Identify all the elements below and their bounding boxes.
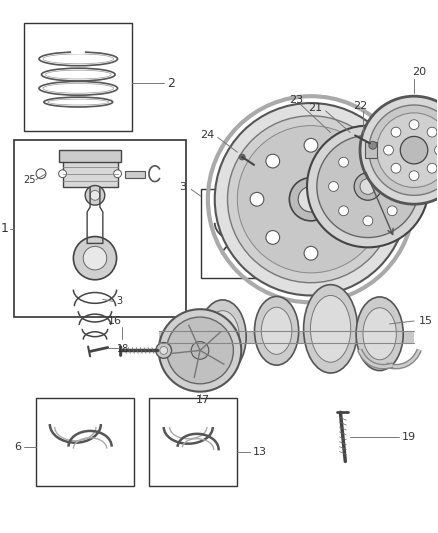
Circle shape — [363, 216, 373, 226]
Text: 17: 17 — [196, 394, 210, 405]
Circle shape — [400, 136, 428, 164]
Circle shape — [427, 163, 437, 173]
Ellipse shape — [206, 311, 239, 362]
Ellipse shape — [356, 297, 403, 370]
Bar — [24, 22, 132, 131]
Circle shape — [391, 163, 401, 173]
Circle shape — [369, 105, 438, 195]
Text: 1: 1 — [1, 222, 9, 235]
Circle shape — [342, 154, 356, 168]
Circle shape — [363, 147, 373, 157]
Circle shape — [409, 171, 419, 181]
Bar — [365, 142, 377, 158]
Bar — [201, 189, 279, 278]
Circle shape — [354, 173, 381, 200]
Bar — [159, 331, 414, 343]
Text: 23: 23 — [289, 95, 303, 105]
Circle shape — [166, 317, 233, 384]
Ellipse shape — [304, 285, 357, 373]
Circle shape — [369, 141, 377, 149]
Circle shape — [387, 157, 397, 167]
Bar — [36, 398, 134, 486]
Text: 25: 25 — [23, 175, 36, 184]
Bar — [59, 150, 121, 162]
Circle shape — [250, 192, 264, 206]
Circle shape — [358, 192, 372, 206]
Text: 18: 18 — [117, 344, 129, 354]
Circle shape — [339, 206, 349, 216]
Bar — [149, 398, 237, 486]
Circle shape — [83, 246, 107, 270]
Ellipse shape — [199, 300, 246, 374]
Circle shape — [74, 237, 117, 280]
Text: 24: 24 — [201, 131, 215, 140]
Circle shape — [360, 96, 438, 204]
Circle shape — [215, 103, 407, 295]
Text: 21: 21 — [309, 103, 323, 113]
Circle shape — [384, 146, 393, 155]
Circle shape — [237, 126, 385, 273]
Circle shape — [156, 343, 172, 358]
Circle shape — [290, 177, 332, 221]
Text: 6: 6 — [14, 442, 21, 451]
Circle shape — [266, 231, 279, 244]
Bar — [63, 160, 117, 188]
Bar — [14, 140, 186, 317]
Circle shape — [113, 170, 121, 177]
Circle shape — [360, 179, 376, 195]
Circle shape — [304, 246, 318, 260]
Text: 19: 19 — [402, 432, 417, 442]
Circle shape — [59, 170, 67, 177]
Text: 16: 16 — [108, 316, 122, 326]
Circle shape — [377, 113, 438, 188]
Circle shape — [304, 139, 318, 152]
Ellipse shape — [261, 307, 292, 354]
Circle shape — [387, 206, 397, 216]
Circle shape — [391, 127, 401, 137]
Circle shape — [328, 182, 339, 191]
Circle shape — [239, 154, 245, 160]
Bar — [125, 171, 145, 177]
Circle shape — [298, 187, 324, 212]
Circle shape — [434, 146, 438, 155]
Ellipse shape — [311, 295, 351, 362]
Text: 20: 20 — [412, 67, 426, 77]
Ellipse shape — [363, 308, 396, 360]
Text: 3: 3 — [179, 182, 186, 192]
Text: 15: 15 — [419, 316, 433, 326]
Circle shape — [339, 157, 349, 167]
Circle shape — [85, 185, 105, 205]
Circle shape — [307, 126, 429, 247]
Circle shape — [409, 120, 419, 130]
Text: 13: 13 — [253, 447, 267, 457]
Circle shape — [90, 190, 100, 200]
Circle shape — [159, 309, 241, 392]
Circle shape — [397, 182, 407, 191]
Circle shape — [227, 116, 394, 282]
Circle shape — [427, 127, 437, 137]
Ellipse shape — [254, 296, 299, 365]
Text: 22: 22 — [353, 101, 367, 111]
Circle shape — [36, 169, 46, 179]
Circle shape — [266, 154, 279, 168]
Circle shape — [342, 231, 356, 244]
Circle shape — [191, 342, 209, 359]
Text: 3: 3 — [117, 296, 123, 306]
Text: 2: 2 — [166, 77, 174, 90]
Wedge shape — [311, 171, 394, 228]
Circle shape — [160, 346, 168, 354]
Circle shape — [317, 135, 419, 238]
